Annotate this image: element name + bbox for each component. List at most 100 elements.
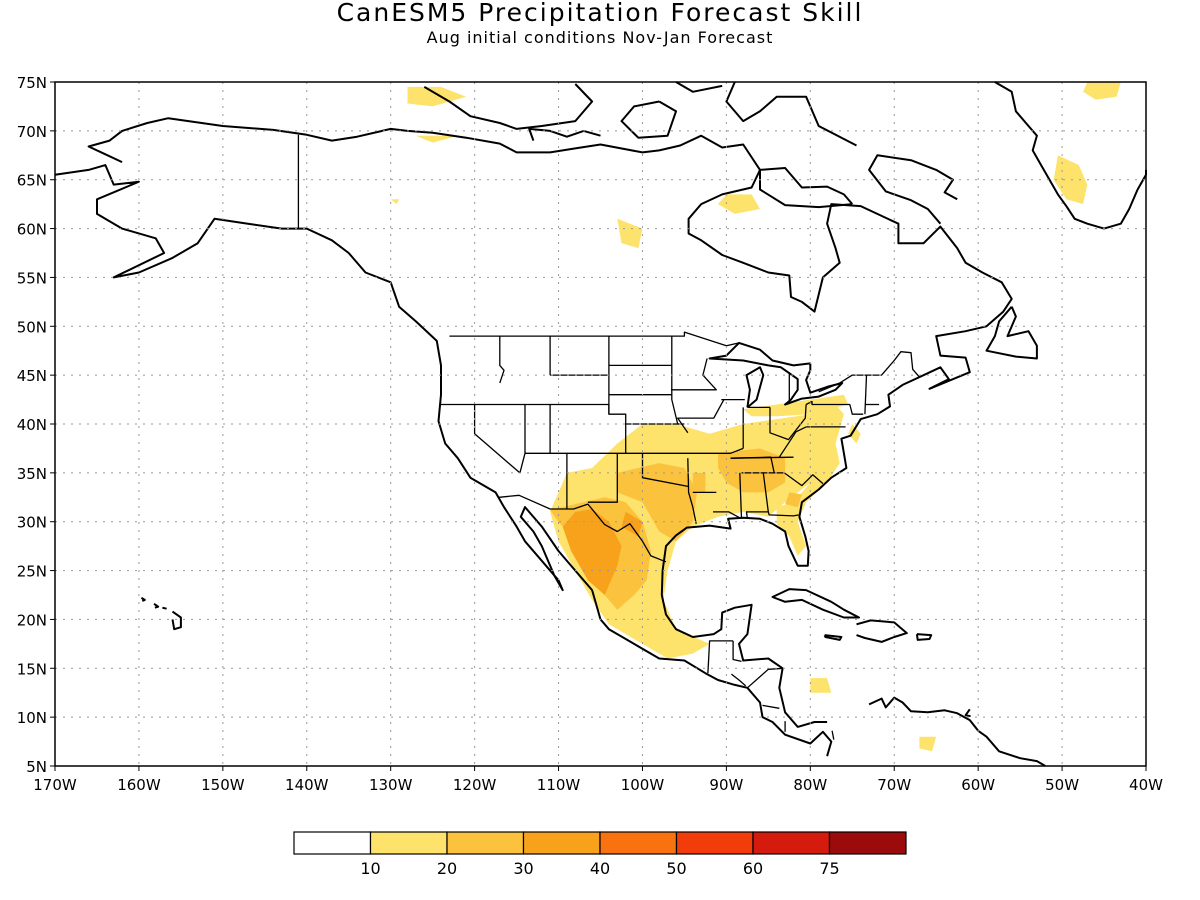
coastline-segment [771, 588, 860, 619]
political-border [449, 331, 740, 347]
coastline-segment [994, 81, 1147, 230]
lon-tick-label: 170W [33, 776, 77, 794]
lat-tick-label: 40N [17, 416, 47, 434]
coastline-segment [985, 306, 1038, 360]
colorbar-label: 30 [513, 859, 533, 878]
lon-tick-label: 40W [1129, 776, 1163, 794]
political-border [671, 336, 685, 425]
skill-contour-fill [617, 463, 697, 542]
colorbar-swatch [752, 831, 831, 855]
coastline-segment [745, 366, 765, 409]
skill-contour-fill [415, 135, 458, 143]
coastlines [54, 81, 1147, 767]
skill-contour-fill [1053, 155, 1088, 205]
political-border [473, 404, 521, 474]
coastline-segment [868, 696, 1046, 767]
coastline-segment [868, 154, 958, 225]
lon-tick-label: 60W [961, 776, 995, 794]
colorbar-label: 40 [590, 859, 610, 878]
political-border [519, 404, 526, 474]
political-border [687, 458, 697, 524]
coastline-segment [423, 83, 594, 130]
political-border [805, 400, 864, 415]
skill-shading [390, 82, 1121, 752]
colorbar-swatch [369, 831, 448, 855]
coastline-segment [171, 610, 182, 631]
coastline-segment [759, 167, 854, 209]
lat-tick-label: 35N [17, 465, 47, 483]
lon-tick-label: 130W [369, 776, 413, 794]
coastline-segment [708, 341, 844, 406]
lat-tick-label: 60N [17, 221, 47, 239]
skill-contour-fill [617, 218, 643, 249]
lon-tick-label: 140W [285, 776, 329, 794]
political-border [746, 667, 784, 689]
political-border [707, 640, 734, 674]
skill-contour-fill [718, 194, 760, 214]
map-title: CanESM5 Precipitation Forecast Skill [336, 0, 864, 27]
lon-tick-label: 120W [453, 776, 497, 794]
lon-tick-label: 70W [877, 776, 911, 794]
longitude-labels: 170W 160W 150W 140W 130W 120W 110W 100W 90W 80W 70… [33, 776, 1163, 794]
colorbar-label: 10 [360, 859, 380, 878]
political-border [864, 375, 868, 415]
colorbar-swatch [522, 831, 601, 855]
lat-tick-label: 30N [17, 514, 47, 532]
political-border [767, 511, 799, 517]
lat-tick-label: 70N [17, 123, 47, 141]
political-border [671, 358, 717, 391]
skill-contour-fill [562, 509, 622, 595]
political-border [677, 399, 725, 434]
political-border [763, 472, 824, 487]
political-border [831, 730, 835, 740]
political-border [641, 453, 689, 488]
political-border [739, 472, 743, 519]
coastline-segment [140, 597, 146, 602]
coastline-segment [856, 619, 908, 643]
coastline-segment [823, 634, 843, 641]
political-border [732, 640, 742, 663]
political-border [731, 673, 747, 687]
coastline-segment [675, 81, 723, 93]
skill-contour-fill [810, 678, 832, 693]
lat-lon-gridlines [50, 81, 1147, 771]
latitude-labels: 5N 10N 15N 20N 25N 30N 35N 40N 45N 50N 55N 60N 65N 70… [17, 74, 47, 776]
political-border [713, 511, 741, 519]
colorbar-swatch [293, 831, 372, 855]
lon-tick-label: 80W [793, 776, 827, 794]
skill-contour-fill [919, 736, 937, 752]
political-border [741, 472, 769, 519]
lat-tick-label: 10N [17, 709, 47, 727]
coastline-segment [725, 81, 857, 147]
lat-tick-label: 20N [17, 611, 47, 629]
colorbar-swatch [599, 831, 678, 855]
lon-tick-label: 150W [201, 776, 245, 794]
colorbar-swatch [675, 831, 754, 855]
map-frame [54, 81, 1147, 767]
skill-contour-fill [718, 448, 786, 493]
political-border [730, 456, 775, 474]
coastline-segment [87, 117, 1013, 728]
colorbar-swatch [446, 831, 525, 855]
lat-tick-label: 65N [17, 172, 47, 190]
lat-tick-label: 25N [17, 563, 47, 581]
lat-tick-label: 75N [17, 74, 47, 92]
coastline-segment [964, 708, 971, 718]
coastline-segment [915, 633, 933, 641]
lon-tick-label: 90W [709, 776, 743, 794]
political-border [762, 704, 780, 709]
colorbar-label: 20 [437, 859, 457, 878]
political-border [499, 336, 505, 384]
colorbar-label: 60 [743, 859, 763, 878]
lon-tick-label: 110W [537, 776, 581, 794]
lat-tick-label: 5N [26, 758, 47, 776]
political-border [769, 404, 807, 441]
coastline-segment [54, 164, 833, 757]
political-border [587, 453, 618, 503]
lat-tick-label: 45N [17, 367, 47, 385]
political-border [778, 426, 807, 458]
skill-contour-fill [390, 199, 400, 205]
skill-contour-fill [743, 428, 840, 556]
skill-contour-fill [785, 492, 802, 508]
